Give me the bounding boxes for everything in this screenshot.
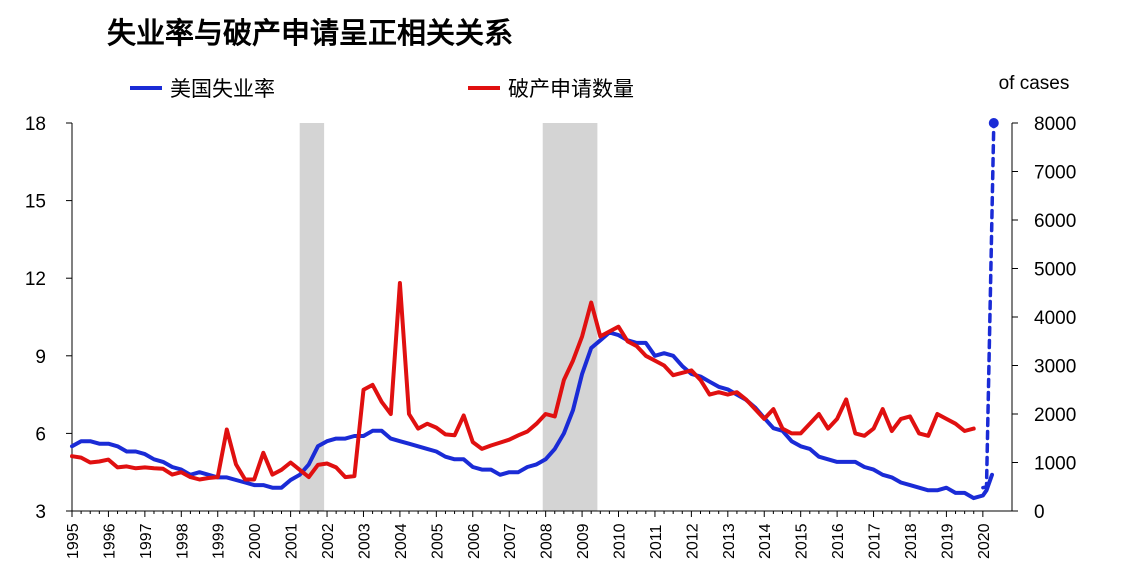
- recession-band-1: [299, 123, 325, 511]
- x-tick-label: 2015: [794, 523, 811, 559]
- x-tick-label: 2019: [939, 523, 956, 559]
- tick-labels: 3 6 9 12 15 18 0 1000 2000 3000 4000 5000 6000 7000 80…: [25, 114, 1076, 559]
- y-tick-label: 3: [35, 502, 46, 523]
- x-tick-label: 2009: [575, 523, 592, 559]
- legend-item-unemployment: 美国失业率: [130, 76, 275, 101]
- y-tick-label: 12: [25, 269, 46, 290]
- legend-label-bankruptcy: 破产申请数量: [508, 77, 634, 101]
- legend-swatch-unemployment: [130, 86, 162, 90]
- x-tick-label: 2002: [320, 523, 337, 559]
- y2-tick-label: 6000: [1034, 211, 1076, 232]
- y2-tick-label: 7000: [1034, 163, 1076, 184]
- x-tick-label: 1996: [101, 523, 118, 559]
- series-line-bankruptcy-projection: [981, 121, 996, 490]
- x-tick-label: 2000: [247, 523, 264, 559]
- x-tick-label: 2018: [903, 523, 920, 559]
- x-tick-label: 2012: [684, 523, 701, 559]
- x-tick-label: 1995: [65, 523, 82, 559]
- x-tick-label: 2013: [721, 523, 738, 559]
- x-tick-label: 2005: [429, 523, 446, 559]
- x-tick-label: 2006: [466, 523, 483, 559]
- x-tick-label: 2016: [830, 523, 847, 559]
- x-tick-label: 1999: [211, 523, 228, 559]
- x-tick-label: 2003: [356, 523, 373, 559]
- x-tick-label: 2014: [757, 523, 774, 559]
- x-tick-label: 2001: [284, 523, 301, 559]
- series-line-unemployment: [70, 330, 994, 501]
- y2-tick-label: 1000: [1034, 454, 1076, 475]
- y-tick-label: 6: [35, 424, 46, 445]
- y-tick-label: 15: [25, 192, 46, 213]
- y2-tick-label: 8000: [1034, 114, 1076, 135]
- x-tick-label: 1998: [174, 523, 191, 559]
- y2-tick-label: 3000: [1034, 357, 1076, 378]
- x-tick-label: 2008: [539, 523, 556, 559]
- y2-unit-label: of cases: [999, 73, 1070, 94]
- legend-label-unemployment: 美国失业率: [170, 77, 275, 101]
- x-tick-label: 2010: [612, 523, 629, 559]
- x-tick-label: 2011: [648, 524, 665, 559]
- axes: [66, 122, 1018, 517]
- y-tick-label: 9: [35, 347, 46, 368]
- x-tick-label: 2004: [393, 523, 410, 559]
- y2-tick-label: 4000: [1034, 308, 1076, 329]
- chart-title: 失业率与破产申请呈正相关关系: [107, 16, 514, 50]
- series-line-bankruptcy: [70, 281, 976, 482]
- series-lines: [70, 118, 999, 501]
- legend-swatch-bankruptcy: [468, 86, 500, 90]
- x-tick-label: 2020: [976, 523, 993, 559]
- x-tick-label: 2017: [867, 523, 884, 559]
- x-tick-label: 1997: [138, 523, 155, 559]
- legend-item-bankruptcy: 破产申请数量: [468, 76, 634, 101]
- y2-tick-label: 0: [1034, 502, 1045, 523]
- y2-tick-label: 5000: [1034, 260, 1076, 281]
- x-tick-label: 2007: [502, 523, 519, 559]
- y-tick-label: 18: [25, 114, 46, 135]
- y2-tick-label: 2000: [1034, 405, 1076, 426]
- projection-endpoint-dot: [988, 118, 999, 128]
